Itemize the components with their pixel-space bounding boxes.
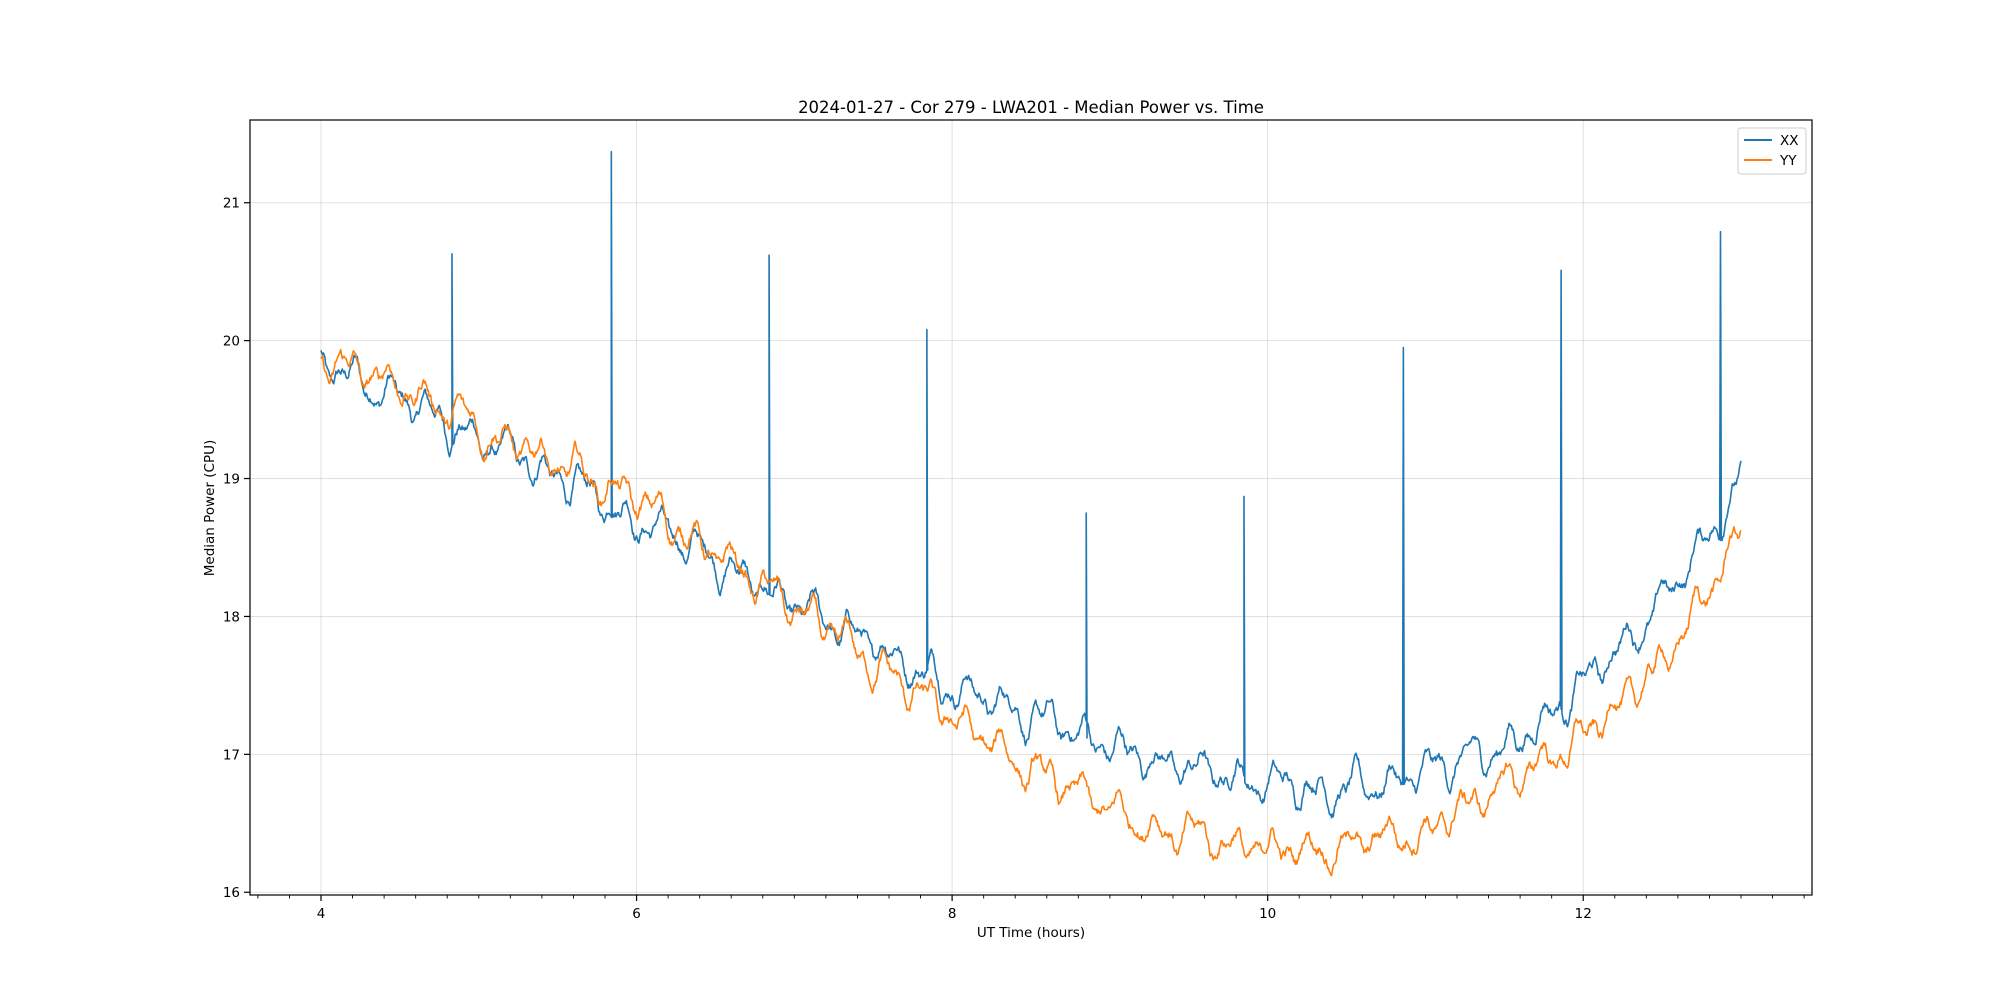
series-line-yy [320, 348, 1742, 877]
chart-title: 2024-01-27 - Cor 279 - LWA201 - Median P… [798, 98, 1264, 117]
x-tick-label: 12 [1575, 906, 1592, 922]
y-tick-label: 20 [223, 334, 240, 350]
legend-label-xx: XX [1780, 133, 1799, 149]
plot-series [320, 150, 1742, 877]
y-tick-label: 17 [223, 747, 240, 763]
x-tick-label: 10 [1259, 906, 1276, 922]
y-tick-label: 18 [223, 609, 240, 625]
grid-lines [250, 120, 1812, 895]
y-tick-label: 21 [223, 196, 240, 212]
x-tick-label: 8 [948, 906, 957, 922]
plot-frame [249, 119, 1813, 896]
x-tick-label: 6 [632, 906, 641, 922]
y-tick-label: 16 [223, 885, 240, 901]
axis-ticks: 4 6 8 10 12 16 17 18 19 20 21 [223, 196, 1805, 922]
legend: XX YY [1737, 127, 1807, 175]
legend-label-yy: YY [1779, 153, 1797, 169]
x-axis-label: UT Time (hours) [977, 925, 1085, 941]
x-tick-label: 4 [317, 906, 326, 922]
y-axis-label: Median Power (CPU) [202, 440, 218, 576]
series-line-xx [320, 150, 1742, 819]
y-tick-label: 19 [223, 472, 240, 488]
